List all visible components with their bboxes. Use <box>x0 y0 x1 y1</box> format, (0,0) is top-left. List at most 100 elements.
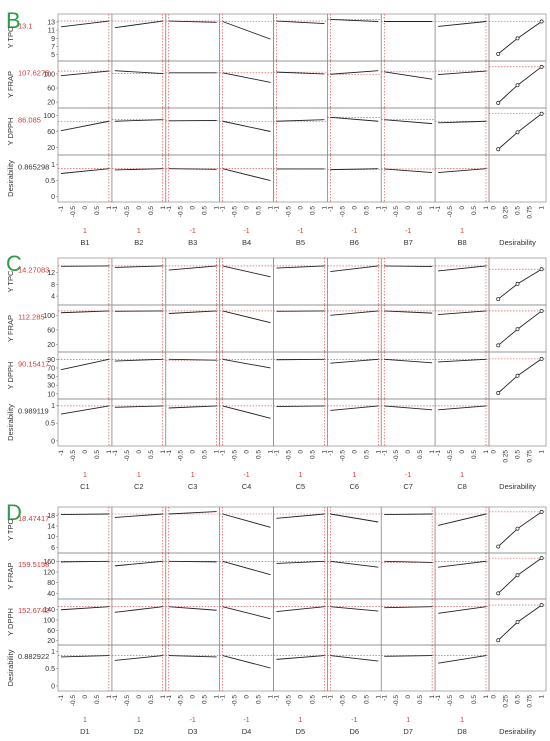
y-tick-label: 11 <box>48 28 55 35</box>
current-value: 90.15417 <box>18 360 49 369</box>
profile-trace <box>61 406 109 414</box>
desirability-point <box>516 527 519 530</box>
profile-trace <box>277 561 325 563</box>
profile-cell <box>166 599 220 645</box>
factor-name: D7 <box>403 727 413 736</box>
y-tick-label: 100 <box>43 618 55 625</box>
x-tick-label: 0.5 <box>202 206 209 215</box>
x-tick-label: -0.5 <box>285 206 292 218</box>
y-tick-label: 0 <box>51 438 55 445</box>
factor-name: C6 <box>350 482 360 491</box>
profile-trace <box>61 21 109 27</box>
profile-trace <box>438 514 486 525</box>
y-tick-label: 90 <box>47 357 55 364</box>
profile-cell <box>274 599 328 645</box>
y-tick-label: 140 <box>43 607 55 614</box>
x-tick-label: 0.5 <box>417 695 424 704</box>
factor-name: D6 <box>350 727 360 736</box>
profile-trace <box>169 561 217 562</box>
x-tick-label: 0 <box>351 695 358 699</box>
profile-cell <box>381 258 435 305</box>
factor-name: D1 <box>80 727 90 736</box>
desirability-trace <box>498 311 541 345</box>
x-tick-label: 0 <box>82 695 89 699</box>
factor-setting: 1 <box>137 228 141 235</box>
x-tick-label: 1 <box>483 695 490 699</box>
x-tick-label: -0.5 <box>339 450 346 462</box>
profile-trace <box>330 406 378 411</box>
profile-cell <box>381 599 435 645</box>
factor-setting: -1 <box>351 228 357 235</box>
desirability-point <box>497 52 500 55</box>
x-tick-label: 0.5 <box>94 695 101 704</box>
factor-setting: -1 <box>243 472 249 479</box>
profile-trace <box>438 266 486 271</box>
factor-setting: 1 <box>460 228 464 235</box>
desirability-point <box>497 297 500 300</box>
desirability-point <box>516 282 519 285</box>
x-tick-label: -0.5 <box>70 695 77 707</box>
profile-trace <box>384 359 432 362</box>
y-tick-label: 14 <box>47 524 55 531</box>
profile-cell <box>112 553 166 599</box>
desirability-x-tick-label: 0.75 <box>527 206 534 219</box>
profile-cell <box>274 553 328 599</box>
profile-cell <box>112 258 166 305</box>
profile-trace <box>169 406 217 408</box>
profile-cell <box>327 645 381 691</box>
x-tick-label: 0 <box>190 450 197 454</box>
desirability-point <box>540 309 543 312</box>
y-tick-label: 9 <box>51 36 55 43</box>
y-tick-label: 18 <box>47 513 55 520</box>
x-tick-label: 0.5 <box>471 695 478 704</box>
x-tick-label: -0.5 <box>339 206 346 218</box>
y-tick-label: 12 <box>47 270 55 277</box>
profile-trace <box>61 71 109 76</box>
desirability-point <box>516 37 519 40</box>
x-tick-label: 0.5 <box>417 450 424 459</box>
desirability-x-tick-label: 1 <box>539 206 546 210</box>
x-tick-label: 0 <box>244 206 251 210</box>
x-tick-label: -1 <box>381 450 388 456</box>
profile-cell <box>166 258 220 305</box>
profile-cell <box>220 258 274 305</box>
factor-name: C4 <box>242 482 252 491</box>
response-label: Desirability <box>6 404 15 441</box>
profile-trace <box>438 561 486 567</box>
profile-cell <box>112 108 166 155</box>
y-tick-label: 1 <box>51 162 55 169</box>
x-tick-label: 0 <box>405 450 412 454</box>
desirability-trace <box>498 22 541 54</box>
x-tick-label: -1 <box>327 450 334 456</box>
x-tick-label: 0.5 <box>256 206 263 215</box>
x-tick-label: 0.5 <box>471 206 478 215</box>
profile-cell <box>327 553 381 599</box>
profile-cell <box>220 599 274 645</box>
profile-cell <box>327 155 381 202</box>
factor-name: C7 <box>403 482 413 491</box>
x-tick-label: 0.5 <box>309 450 316 459</box>
factor-name: B5 <box>296 238 305 247</box>
x-tick-label: 0 <box>459 695 466 699</box>
profile-cell <box>112 645 166 691</box>
desirability-point <box>540 510 543 513</box>
factor-name: C3 <box>188 482 198 491</box>
current-value: 86.085 <box>18 116 41 125</box>
y-tick-label: 100 <box>43 113 55 120</box>
response-label: Y DPPH <box>6 608 15 636</box>
profile-trace <box>330 311 378 315</box>
y-tick-label: 80 <box>47 580 55 587</box>
profile-cell <box>166 108 220 155</box>
desirability-point <box>497 545 500 548</box>
profile-trace <box>223 406 271 418</box>
profile-cell <box>112 305 166 352</box>
desirability-trace <box>498 269 541 299</box>
factor-name: B8 <box>457 238 466 247</box>
x-tick-label: 0 <box>297 206 304 210</box>
desirability-x-tick-label: 0.25 <box>502 206 509 219</box>
desirability-cell <box>489 645 546 691</box>
y-tick-label: 60 <box>47 129 55 136</box>
profile-trace <box>169 21 217 22</box>
y-tick-label: 20 <box>47 100 55 107</box>
